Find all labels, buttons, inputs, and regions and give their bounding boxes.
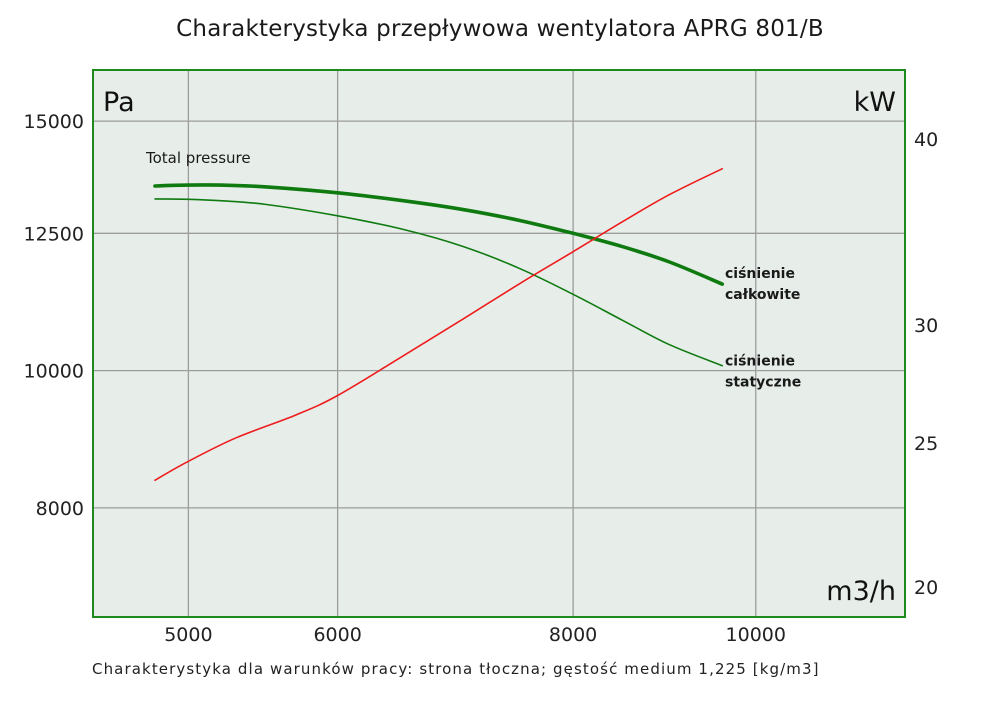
gridlines [93,70,905,617]
y2-tick-label: 25 [914,433,938,455]
curves [153,167,725,481]
tick-labels: 5000 6000 8000 10000 8000 10000 12500 15000 20 25… [24,111,939,646]
y2-axis-unit-label: kW [854,87,896,118]
series-labels: ciśnienie całkowite ciśnienie statyczne [725,266,801,391]
power-curve [154,167,724,481]
series-label: ciśnienie [725,354,795,370]
y-tick-label: 8000 [36,498,84,520]
total-pressure-curve [153,183,725,286]
y-axis-unit-label: Pa [103,87,135,118]
total-pressure-legend: Total pressure [145,149,251,167]
series-label: ciśnienie [725,266,795,282]
y-tick-label: 10000 [24,361,84,383]
x-tick-label: 6000 [313,624,361,646]
plot-frame [92,69,906,618]
x-tick-label: 8000 [549,624,597,646]
y2-tick-label: 30 [914,315,938,337]
chart-title: Charakterystyka przepływowa wentylatora … [176,16,824,42]
x-axis-unit-label: m3/h [826,576,896,607]
static-pressure-curve [154,198,724,367]
series-label: całkowite [725,287,800,303]
y-tick-label: 12500 [24,223,84,245]
series-label: statyczne [725,375,801,391]
y2-tick-label: 20 [914,577,938,599]
y2-tick-label: 40 [914,129,938,151]
chart-footnote: Charakterystyka dla warunków pracy: stro… [92,660,820,678]
x-tick-label: 5000 [164,624,212,646]
plot-area [93,70,905,617]
y-tick-label: 15000 [24,111,84,133]
x-tick-label: 10000 [726,624,786,646]
